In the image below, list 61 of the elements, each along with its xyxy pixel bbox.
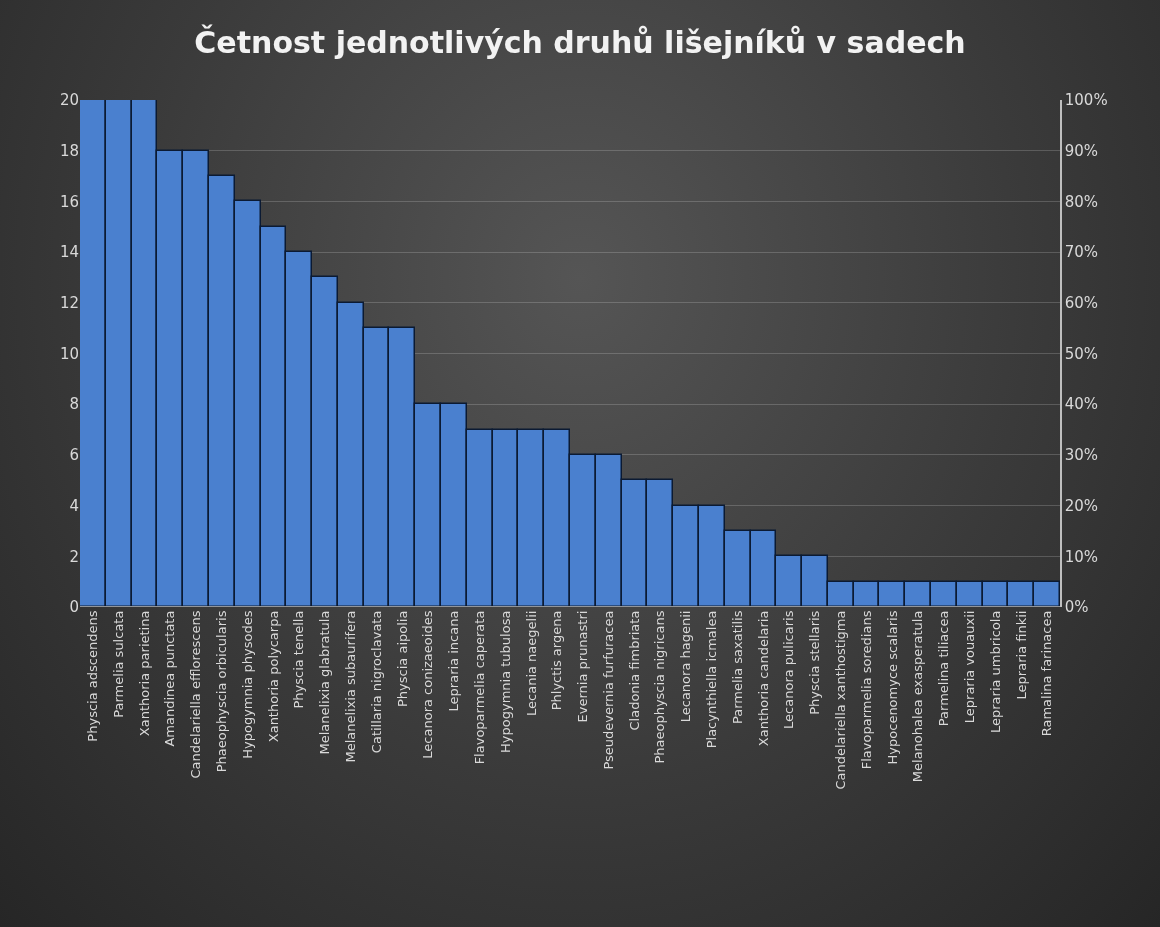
- x-tick-label: Xanthoria polycarpa: [265, 610, 281, 743]
- x-tick-label: Parmelina tiliacea: [936, 610, 952, 727]
- x-tick-label: Lepraria finkii: [1013, 610, 1029, 700]
- x-tick-label: Pseudevernia furfuracea: [600, 610, 616, 770]
- chart-title: Četnost jednotlivých druhů lišejníků v sadech: [194, 24, 966, 61]
- x-tick-label: Lecania naegelii: [523, 610, 539, 716]
- x-tick-label: Melanohalea exasperatula: [910, 610, 926, 783]
- x-tick-label: Hypocenomyce scalaris: [884, 610, 900, 765]
- x-tick-label: Lepraria vouauxii: [961, 610, 977, 724]
- x-tick-label: Xanthoria parietina: [136, 610, 152, 737]
- x-tick-label: Hypogymnia physodes: [239, 610, 255, 759]
- x-tick-label: Physcia aipolia: [394, 610, 410, 707]
- x-tick-label: Parmelia sulcata: [110, 610, 126, 718]
- x-tick-label: Phaeophyscia orbicularis: [214, 610, 230, 773]
- y-tick-label: 10: [59, 344, 79, 363]
- x-tick-label: Flavoparmelia soredians: [858, 610, 874, 770]
- x-tick-label: Flavoparmelia caperata: [471, 610, 487, 765]
- x-tick-label: Melanelixia glabratula: [317, 610, 333, 755]
- x-tick-label: Physcia stellaris: [807, 610, 823, 715]
- y-tick-label: 4: [69, 496, 79, 515]
- x-tick-label: Lecanora conizaeoides: [420, 610, 436, 759]
- y-tick-label: 20: [59, 91, 79, 110]
- y-tick-label: 14: [59, 243, 79, 262]
- y2-tick-label: 90%: [1064, 141, 1099, 160]
- y-tick-label: 12: [59, 294, 79, 313]
- x-tick-label: Placynthiella icmalea: [704, 610, 720, 749]
- y2-tick-label: 50%: [1064, 344, 1099, 363]
- x-tick-label: Phaeophyscia nigricans: [652, 610, 668, 764]
- x-tick-label: Lecanora pulicaris: [781, 610, 797, 729]
- y2-tick-label: 100%: [1064, 91, 1108, 110]
- y2-tick-label: 60%: [1064, 294, 1099, 313]
- x-tick-label: Candelariella efflorescens: [188, 610, 204, 779]
- y2-tick-label: 30%: [1064, 446, 1099, 465]
- y2-tick-label: 40%: [1064, 395, 1099, 414]
- y-tick-label: 6: [69, 446, 79, 465]
- y-tick-label: 16: [59, 192, 79, 211]
- y2-tick-label: 70%: [1064, 243, 1099, 262]
- x-tick-label: Candelariella xanthostigma: [833, 610, 849, 790]
- x-tick-label: Lepraria incana: [446, 610, 462, 712]
- x-tick-label: Amandinea punctata: [162, 610, 178, 747]
- x-tick-label: Hypogymnia tubulosa: [497, 610, 513, 753]
- y2-tick-label: 80%: [1064, 192, 1099, 211]
- x-tick-label: Xanthoria candelaria: [755, 610, 771, 747]
- x-tick-label: Catillaria nigroclavata: [368, 610, 384, 754]
- x-tick-label: Evernia prunastri: [575, 610, 591, 723]
- y-tick-label: 18: [59, 141, 79, 160]
- x-tick-label: Parmelia saxatilis: [729, 610, 745, 725]
- y2-tick-label: 10%: [1064, 547, 1099, 566]
- x-tick-label: Lepraria umbricola: [987, 610, 1003, 734]
- y-tick-label: 8: [69, 395, 79, 414]
- y2-tick-label: 20%: [1064, 496, 1099, 515]
- x-tick-label: Ramalina farinacea: [1039, 610, 1055, 737]
- x-tick-label: Lecanora hagenii: [678, 610, 694, 723]
- y-tick-label: 2: [69, 547, 79, 566]
- x-tick-label: Phlyctis argena: [549, 610, 565, 711]
- x-tick-label: Physcia adscendens: [85, 610, 101, 742]
- x-tick-label: Cladonia fimbriata: [626, 610, 642, 731]
- y2-tick-label: 0%: [1064, 598, 1089, 617]
- x-tick-label: Melanelixia subaurifera: [343, 610, 359, 763]
- y-tick-label: 0: [69, 598, 79, 617]
- x-tick-label: Physcia tenella: [291, 610, 307, 709]
